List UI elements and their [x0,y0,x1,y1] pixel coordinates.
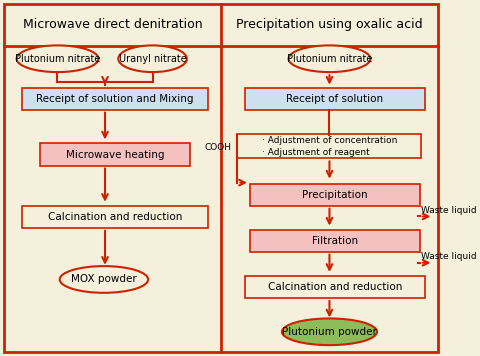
FancyBboxPatch shape [22,206,208,228]
Text: Microwave direct denitration: Microwave direct denitration [23,18,203,31]
Ellipse shape [60,266,148,293]
Text: Calcination and reduction: Calcination and reduction [268,282,402,292]
Text: Uranyl nitrate: Uranyl nitrate [119,54,186,64]
FancyBboxPatch shape [250,230,420,252]
Ellipse shape [282,318,377,345]
Ellipse shape [118,45,187,72]
Ellipse shape [17,45,98,72]
Ellipse shape [288,45,371,72]
Text: Waste liquid: Waste liquid [421,206,477,215]
Text: Receipt of solution and Mixing: Receipt of solution and Mixing [36,94,194,104]
FancyBboxPatch shape [4,4,438,352]
FancyBboxPatch shape [245,276,424,298]
FancyBboxPatch shape [22,88,208,110]
FancyBboxPatch shape [40,143,190,166]
Text: Microwave heating: Microwave heating [66,150,164,159]
Text: Filtration: Filtration [312,236,358,246]
Text: Plutonium nitrate: Plutonium nitrate [15,54,100,64]
Text: COOH: COOH [205,142,232,152]
Text: Precipitation: Precipitation [302,190,368,200]
Text: Calcination and reduction: Calcination and reduction [48,212,182,222]
FancyBboxPatch shape [250,184,420,206]
Text: · Adjustment of concentration
· Adjustment of reagent: · Adjustment of concentration · Adjustme… [262,136,397,157]
FancyBboxPatch shape [245,88,424,110]
Text: Plutonium nitrate: Plutonium nitrate [287,54,372,64]
Text: Plutonium powder: Plutonium powder [282,327,377,337]
Text: MOX powder: MOX powder [71,274,137,284]
Text: Precipitation using oxalic acid: Precipitation using oxalic acid [236,18,423,31]
FancyBboxPatch shape [238,134,421,158]
Text: Waste liquid: Waste liquid [421,252,477,261]
Text: Receipt of solution: Receipt of solution [287,94,384,104]
